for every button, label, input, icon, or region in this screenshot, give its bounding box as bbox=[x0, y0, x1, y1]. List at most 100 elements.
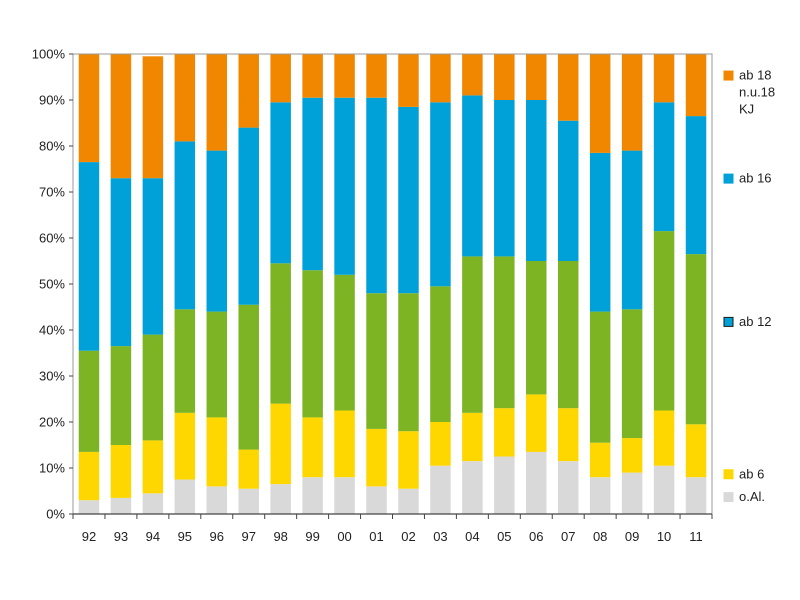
x-tick-label: 96 bbox=[210, 529, 224, 544]
bar-segment-95-ab-16 bbox=[174, 141, 196, 310]
bar-segment-09-ab-6 bbox=[621, 438, 643, 473]
bar-segment-10-ab-12 bbox=[653, 231, 675, 411]
bar-segment-93-ab-12 bbox=[110, 346, 132, 445]
legend: ab 18 n.u.18 KJ ab 16 ab 12 ab 6 o.Al. bbox=[723, 68, 775, 504]
bar-segment-95-ab-12 bbox=[174, 309, 196, 413]
x-tick-label: 04 bbox=[465, 529, 479, 544]
bar-segment-00-ab-16 bbox=[334, 97, 355, 275]
bar-segment-09-ab-18 bbox=[621, 54, 643, 151]
bar-segment-99-ab-16 bbox=[302, 97, 323, 271]
bar-segment-05-o-al- bbox=[494, 456, 515, 514]
bar-segment-03-ab-18 bbox=[430, 54, 451, 103]
bar-segment-06-o-al- bbox=[526, 451, 547, 514]
bar-segment-92-ab-12 bbox=[78, 350, 100, 452]
bar-segment-02-ab-16 bbox=[398, 106, 419, 294]
bar-segment-05-ab-18 bbox=[494, 54, 515, 100]
bar-segment-03-o-al- bbox=[430, 465, 451, 514]
bar-segment-11-o-al- bbox=[685, 477, 707, 514]
x-tick-label: 01 bbox=[369, 529, 383, 544]
bar-segment-04-ab-18 bbox=[462, 54, 483, 96]
bar-segment-11-ab-12 bbox=[685, 254, 707, 425]
bar-segment-93-ab-18 bbox=[110, 54, 132, 179]
bar-segment-00-ab-6 bbox=[334, 410, 355, 478]
bar-segment-02-o-al- bbox=[398, 488, 419, 514]
bar-segment-99-ab-18 bbox=[302, 54, 323, 98]
bar-segment-04-ab-12 bbox=[462, 256, 483, 413]
plot-frame bbox=[72, 53, 713, 515]
bar-segment-06-ab-16 bbox=[526, 100, 547, 261]
bar-segment-02-ab-12 bbox=[398, 293, 419, 432]
legend-swatch bbox=[723, 70, 734, 81]
bar-segment-00-o-al- bbox=[334, 477, 355, 514]
bar-segment-94-o-al- bbox=[142, 493, 164, 514]
bar-segment-07-ab-12 bbox=[557, 261, 579, 409]
bar-segment-01-ab-6 bbox=[366, 428, 387, 487]
bar-segment-08-ab-18 bbox=[589, 54, 611, 153]
bar-segment-92-o-al- bbox=[78, 500, 100, 514]
axes-layer: 0% 10% 20% 30% 40% 50% 60% 70% 80% 90% 100% 92 93 94 9… bbox=[32, 47, 713, 544]
bar-segment-06-ab-6 bbox=[526, 394, 547, 452]
x-tick-label: 09 bbox=[625, 529, 639, 544]
bar-segment-98-ab-16 bbox=[270, 102, 291, 264]
x-tick-label: 97 bbox=[241, 529, 255, 544]
legend-label: o.Al. bbox=[739, 489, 765, 504]
x-tick-label: 08 bbox=[593, 529, 607, 544]
bar-segment-99-ab-12 bbox=[302, 270, 323, 418]
legend-swatch bbox=[723, 173, 734, 184]
x-tick-label: 93 bbox=[114, 529, 128, 544]
bar-segment-94-ab-12 bbox=[142, 334, 164, 441]
bar-segment-09-ab-16 bbox=[621, 150, 643, 310]
legend-label: ab 18 bbox=[739, 68, 772, 83]
bar-segment-10-ab-16 bbox=[653, 102, 675, 232]
x-tick-label: 03 bbox=[433, 529, 447, 544]
legend-label: KJ bbox=[739, 102, 754, 117]
bar-segment-97-ab-12 bbox=[238, 304, 259, 450]
y-tick-label: 40% bbox=[39, 323, 65, 338]
bar-segment-97-o-al- bbox=[238, 488, 259, 514]
bar-segment-96-ab-18 bbox=[206, 54, 228, 151]
bar-segment-95-ab-18 bbox=[174, 54, 196, 142]
x-tick-label: 11 bbox=[689, 529, 703, 544]
bar-segment-98-ab-6 bbox=[270, 403, 291, 485]
legend-swatch bbox=[723, 492, 734, 503]
x-tick-label: 07 bbox=[561, 529, 575, 544]
bar-segment-98-ab-18 bbox=[270, 54, 291, 103]
bar-segment-95-ab-6 bbox=[174, 412, 196, 480]
bar-segment-07-ab-16 bbox=[557, 120, 579, 261]
bar-segment-94-ab-16 bbox=[142, 178, 164, 335]
y-tick-label: 10% bbox=[39, 461, 65, 476]
bar-segment-11-ab-16 bbox=[685, 116, 707, 255]
y-tick-label: 20% bbox=[39, 415, 65, 430]
x-tick-label: 10 bbox=[657, 529, 671, 544]
bar-segment-98-ab-12 bbox=[270, 263, 291, 404]
bar-segment-92-ab-18 bbox=[78, 54, 100, 163]
bar-segment-05-ab-12 bbox=[494, 256, 515, 409]
bar-segment-11-ab-6 bbox=[685, 424, 707, 478]
bar-segment-99-ab-6 bbox=[302, 417, 323, 478]
y-tick-label: 30% bbox=[39, 369, 65, 384]
bar-segment-92-ab-6 bbox=[78, 451, 100, 501]
legend-label: n.u.18 bbox=[739, 85, 775, 100]
bar-segment-03-ab-12 bbox=[430, 286, 451, 422]
bar-segment-00-ab-18 bbox=[334, 54, 355, 98]
y-tick-label: 90% bbox=[39, 93, 65, 108]
bar-segment-03-ab-6 bbox=[430, 422, 451, 466]
y-tick-label: 50% bbox=[39, 277, 65, 292]
bar-segment-93-ab-6 bbox=[110, 445, 132, 498]
bar-segment-05-ab-16 bbox=[494, 100, 515, 257]
legend-label: ab 12 bbox=[739, 314, 772, 329]
y-tick-label: 0% bbox=[46, 507, 65, 522]
y-tick-label: 80% bbox=[39, 139, 65, 154]
x-tick-label: 94 bbox=[146, 529, 160, 544]
bar-segment-00-ab-12 bbox=[334, 274, 355, 411]
bar-segment-11-ab-18 bbox=[685, 54, 707, 117]
bar-segment-10-ab-18 bbox=[653, 54, 675, 103]
bar-segment-08-ab-6 bbox=[589, 442, 611, 478]
bar-segment-04-ab-6 bbox=[462, 412, 483, 462]
bar-segment-10-o-al- bbox=[653, 465, 675, 514]
bar-segment-96-ab-12 bbox=[206, 311, 228, 418]
bar-segment-95-o-al- bbox=[174, 479, 196, 514]
bar-segment-93-ab-16 bbox=[110, 178, 132, 347]
bars-layer bbox=[78, 54, 707, 514]
